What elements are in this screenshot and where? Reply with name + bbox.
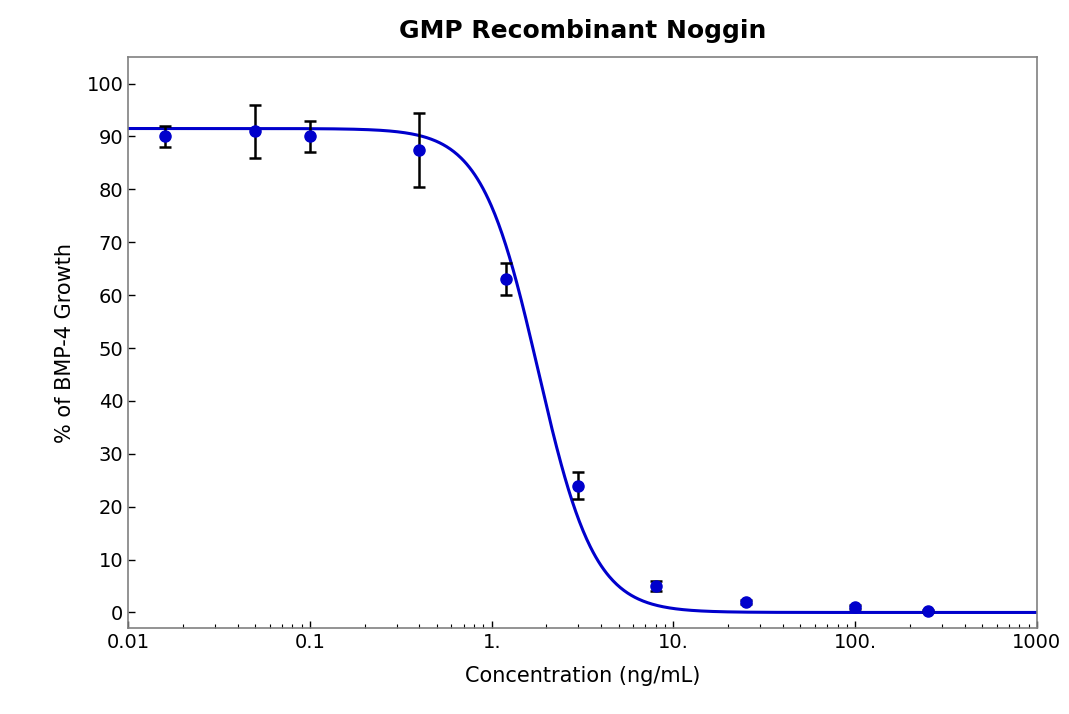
Title: GMP Recombinant Noggin: GMP Recombinant Noggin: [399, 19, 766, 43]
X-axis label: Concentration (ng/mL): Concentration (ng/mL): [465, 666, 700, 686]
Y-axis label: % of BMP-4 Growth: % of BMP-4 Growth: [56, 243, 76, 443]
